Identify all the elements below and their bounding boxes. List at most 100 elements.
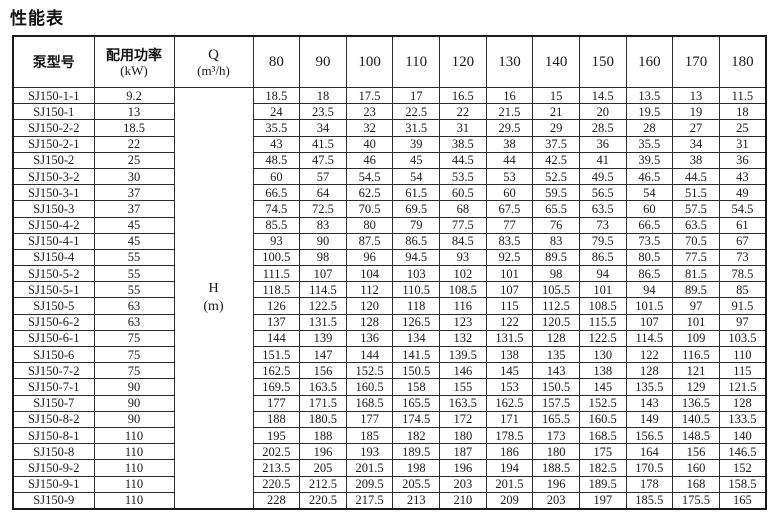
- table-row: SJ150-8-2 90 188 180.5 177 174.5 172 171 165.5 16…: [12, 410, 767, 428]
- pump-model-cell: SJ150-3-1: [12, 184, 95, 202]
- col-header-flow: 180: [718, 35, 767, 88]
- head-value-cell: 139: [299, 329, 347, 348]
- col-header-flow: 170: [672, 35, 720, 88]
- head-value-cell: 79: [392, 216, 440, 234]
- head-value-cell: 35.5: [252, 119, 301, 137]
- head-value-cell: 102: [439, 265, 487, 283]
- head-value-cell: 164: [625, 443, 674, 461]
- head-value-cell: 210: [439, 491, 487, 510]
- head-value-cell: 85.5: [252, 216, 301, 234]
- head-value-cell: 97: [672, 297, 720, 315]
- pump-model-cell: SJ150-2-2: [12, 119, 95, 137]
- head-value-cell: 11.5: [718, 86, 767, 105]
- head-value-cell: 120.5: [532, 313, 580, 331]
- head-value-cell: 79.5: [578, 232, 627, 250]
- head-value-cell: 128: [718, 394, 767, 412]
- table-row: SJ150-3 37 74.5 72.5 70.5 69.5 68 67.5 65.5 63.5 6…: [12, 200, 767, 218]
- head-value-cell: 189.5: [578, 475, 627, 493]
- power-cell: 63: [93, 313, 175, 331]
- head-value-cell: 85: [718, 281, 767, 299]
- head-value-cell: 123: [439, 313, 487, 331]
- head-value-cell: 94.5: [392, 248, 440, 267]
- head-value-cell: 138: [485, 345, 534, 364]
- head-unit-label: (m): [203, 298, 224, 314]
- head-value-cell: 189.5: [392, 443, 440, 461]
- head-value-cell: 120: [345, 297, 394, 315]
- head-value-cell: 62.5: [345, 184, 394, 202]
- pump-model-cell: SJ150-6-1: [12, 329, 95, 348]
- head-value-cell: 78.5: [718, 265, 767, 283]
- head-value-cell: 156.5: [625, 426, 674, 445]
- head-value-cell: 38: [672, 151, 720, 169]
- head-value-cell: 93: [252, 232, 301, 250]
- head-value-cell: 173: [532, 426, 580, 445]
- table-row: SJ150-9-1 110 220.5 212.5 209.5 205.5 203 201.5…: [12, 475, 767, 493]
- col-header-flow-q: Q (m³/h): [173, 35, 254, 88]
- head-value-cell: 108.5: [439, 281, 487, 299]
- head-value-cell: 213.5: [252, 459, 301, 477]
- head-value-cell: 158: [392, 378, 440, 396]
- head-value-cell: 195: [252, 426, 301, 445]
- head-value-cell: 67: [718, 232, 767, 250]
- col-header-flow: 120: [439, 35, 487, 88]
- power-cell: 22: [93, 135, 175, 153]
- head-value-cell: 103.5: [718, 329, 767, 348]
- head-value-cell: 45: [392, 151, 440, 169]
- head-value-cell: 69.5: [392, 200, 440, 218]
- head-value-cell: 54.5: [718, 200, 767, 218]
- col-header-q-unit: (m³/h): [197, 62, 230, 78]
- head-value-cell: 140: [718, 426, 767, 445]
- pump-model-cell: SJ150-5-2: [12, 265, 95, 283]
- head-value-cell: 182.5: [578, 459, 627, 477]
- pump-model-cell: SJ150-1-1: [12, 86, 95, 105]
- pump-model-cell: SJ150-1: [12, 103, 95, 121]
- table-row: SJ150-9 110 228 220.5 217.5 213 210 209 203 197 18…: [12, 491, 767, 510]
- header-row: 泵型号 配用功率 (kW) Q (m³/h) 80 90 100 110 120 130 1…: [12, 35, 767, 88]
- head-value-cell: 101: [672, 313, 720, 331]
- head-value-cell: 101: [578, 281, 627, 299]
- head-value-cell: 39.5: [625, 151, 674, 169]
- head-value-cell: 104: [345, 265, 394, 283]
- head-value-cell: 182: [392, 426, 440, 445]
- table-row: SJ150-7-1 90 169.5 163.5 160.5 158 155 153 150.5…: [12, 378, 767, 396]
- head-value-cell: 188.5: [532, 459, 580, 477]
- head-value-cell: 49: [718, 184, 767, 202]
- head-value-cell: 196: [532, 475, 580, 493]
- head-value-cell: 196: [439, 459, 487, 477]
- table-row: SJ150-8-1 110 195 188 185 182 180 178.5 173 168.5…: [12, 426, 767, 445]
- head-value-cell: 148.5: [672, 426, 720, 445]
- head-value-cell: 84.5: [439, 232, 487, 250]
- head-value-cell: 185.5: [625, 491, 674, 510]
- power-cell: 30: [93, 167, 175, 186]
- head-value-cell: 83: [532, 232, 580, 250]
- table-row: SJ150-7-2 75 162.5 156 152.5 150.5 146 145 143 13…: [12, 362, 767, 380]
- head-value-cell: 209: [485, 491, 534, 510]
- pump-model-cell: SJ150-9-1: [12, 475, 95, 493]
- head-value-cell: 68: [439, 200, 487, 218]
- head-value-cell: 83.5: [485, 232, 534, 250]
- col-header-flow: 140: [532, 35, 580, 88]
- pump-model-cell: SJ150-7: [12, 394, 95, 412]
- head-value-cell: 201.5: [345, 459, 394, 477]
- head-value-cell: 171: [485, 410, 534, 428]
- head-value-cell: 128: [532, 329, 580, 348]
- head-value-cell: 14.5: [578, 86, 627, 105]
- pump-model-cell: SJ150-6: [12, 345, 95, 364]
- head-value-cell: 20: [578, 103, 627, 121]
- head-value-cell: 165: [718, 491, 767, 510]
- head-value-cell: 98: [532, 265, 580, 283]
- head-value-cell: 115: [718, 362, 767, 380]
- head-value-cell: 152.5: [345, 362, 394, 380]
- head-value-cell: 139.5: [439, 345, 487, 364]
- table-row: SJ150-3-1 37 66.5 64 62.5 61.5 60.5 60 59.5 56.5 5…: [12, 184, 767, 202]
- head-value-cell: 13.5: [625, 86, 674, 105]
- head-value-cell: 34: [299, 119, 347, 137]
- head-value-cell: 64: [299, 184, 347, 202]
- head-value-cell: 121.5: [718, 378, 767, 396]
- head-value-cell: 18.5: [252, 86, 301, 105]
- table-row: SJ150-1-1 9.2 H (m) 18.5 18 17.5 17 16.5 16 15 14.5…: [12, 86, 767, 510]
- head-value-cell: 146: [439, 362, 487, 380]
- head-value-cell: 126.5: [392, 313, 440, 331]
- head-value-cell: 51.5: [672, 184, 720, 202]
- head-value-cell: 140.5: [672, 410, 720, 428]
